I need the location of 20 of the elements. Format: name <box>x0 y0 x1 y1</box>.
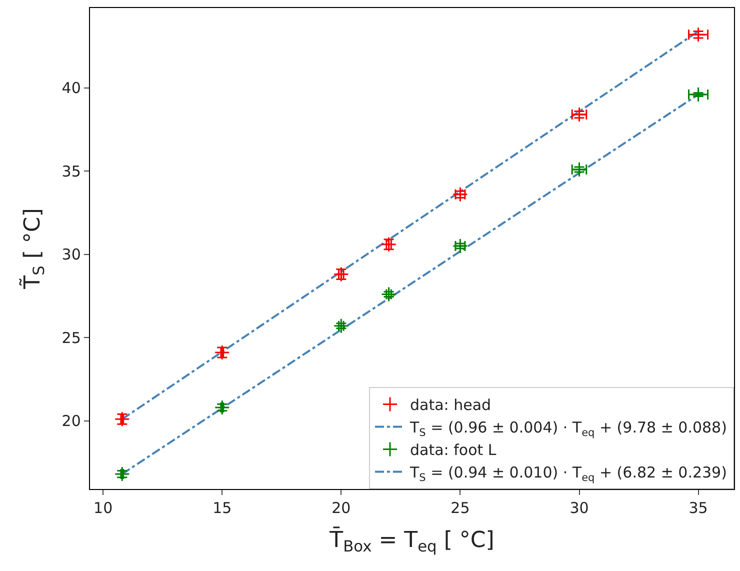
y-tick-label: 40 <box>62 79 81 98</box>
y-tick-label: 35 <box>62 162 81 180</box>
point <box>690 86 706 102</box>
point <box>452 186 468 202</box>
y-tick-label: 30 <box>62 246 81 264</box>
x-tick-label: 35 <box>688 499 708 518</box>
x-axis-title: T̄$_{Box}$ = T$_{eq}$ [ °C] <box>328 526 494 556</box>
point <box>690 26 706 42</box>
x-tick-label: 20 <box>332 499 351 518</box>
legend-label: data: foot L <box>410 441 497 460</box>
x-tick-label: 10 <box>94 499 113 518</box>
point <box>452 238 468 254</box>
legend-label: T$_{S}$ = (0.94 ± 0.010) · T$_{eq}$ + (6.82 ± 0.239) <box>409 464 727 484</box>
legend-label: data: head <box>410 396 492 414</box>
legend-label: T$_{S}$ = (0.96 ± 0.004) · T$_{eq}$ + (9.78 ± 0.088) <box>409 418 727 439</box>
x-tick-label: 15 <box>212 499 232 518</box>
x-tick-label: 25 <box>450 499 470 518</box>
y-tick-label: 20 <box>62 412 81 430</box>
y-tick-label: 25 <box>62 328 81 347</box>
x-tick-label: 30 <box>570 499 589 518</box>
